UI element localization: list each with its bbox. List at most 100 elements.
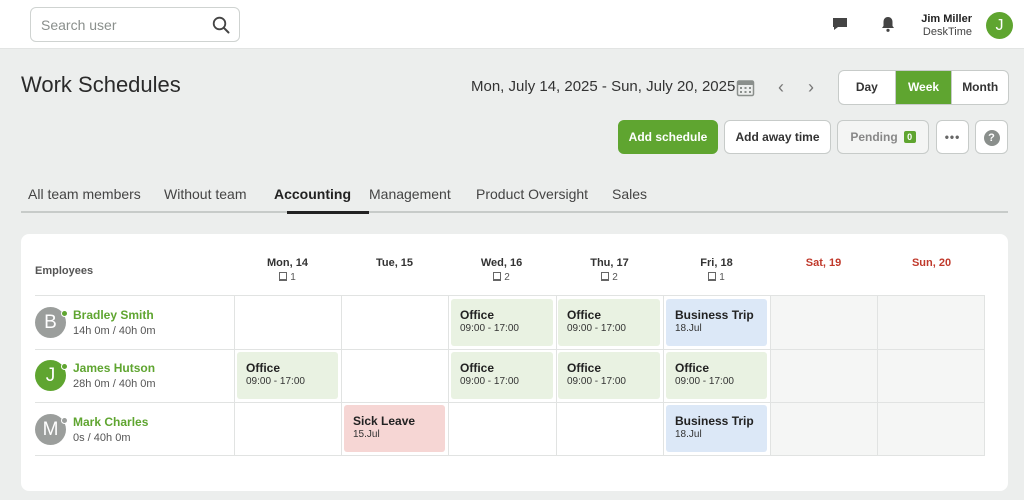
- event-title: Business Trip: [675, 308, 754, 322]
- day-label: Sun, 20: [911, 257, 952, 269]
- event-title: Office: [567, 308, 602, 322]
- active-tab-indicator: [287, 211, 369, 214]
- employee-hours: 0s / 40h 0m: [73, 432, 131, 444]
- add-schedule-button[interactable]: Add schedule: [618, 120, 718, 154]
- add-away-time-button[interactable]: Add away time: [724, 120, 831, 154]
- event-subtitle: 09:00 - 17:00: [567, 323, 626, 334]
- schedule-event[interactable]: Office 09:00 - 17:00: [451, 299, 553, 346]
- avatar[interactable]: J: [986, 12, 1013, 39]
- event-subtitle: 09:00 - 17:00: [675, 376, 734, 387]
- chat-icon[interactable]: [831, 15, 849, 33]
- grid-line: [234, 295, 235, 456]
- event-subtitle: 18.Jul: [675, 323, 702, 334]
- user-company: DeskTime: [922, 26, 972, 38]
- employee-name[interactable]: James Hutson: [73, 361, 156, 375]
- grid-line: [35, 455, 985, 456]
- more-options-button[interactable]: •••: [936, 120, 969, 154]
- event-title: Office: [460, 308, 495, 322]
- top-bar: Search user Jim Miller DeskTime J: [0, 0, 1024, 49]
- day-header: Fri, 18 1: [663, 257, 770, 283]
- user-name: Jim Miller: [921, 13, 972, 25]
- offline-status-dot: [61, 417, 68, 424]
- day-label: Wed, 16: [480, 257, 523, 269]
- event-title: Office: [675, 361, 710, 375]
- day-header: Thu, 17 2: [556, 257, 663, 283]
- bell-icon[interactable]: [879, 15, 897, 33]
- tab-product-oversight[interactable]: Product Oversight: [476, 186, 589, 202]
- tab-accounting[interactable]: Accounting: [274, 186, 351, 202]
- employee-avatar[interactable]: B: [35, 307, 66, 338]
- day-header: Wed, 16 2: [448, 257, 555, 283]
- schedule-event[interactable]: Business Trip 18.Jul: [666, 405, 767, 452]
- employee-avatar[interactable]: M: [35, 414, 66, 445]
- day-label: Sat, 19: [805, 257, 842, 269]
- day-count-value: 1: [290, 272, 296, 283]
- day-header: Sat, 19: [770, 257, 877, 269]
- tab-management[interactable]: Management: [369, 186, 451, 202]
- grid-line: [663, 295, 664, 456]
- day-count-value: 2: [612, 272, 618, 283]
- page-title: Work Schedules: [21, 72, 181, 97]
- employee-name[interactable]: Mark Charles: [73, 415, 149, 429]
- grid-line: [770, 295, 771, 456]
- day-count: 1: [663, 272, 770, 283]
- online-status-dot: [61, 363, 68, 370]
- employee-avatar[interactable]: J: [35, 360, 66, 391]
- building-icon: [601, 272, 610, 281]
- day-count-value: 2: [504, 272, 510, 283]
- schedule-event[interactable]: Office 09:00 - 17:00: [558, 299, 660, 346]
- schedule-event[interactable]: Sick Leave 15.Jul: [344, 405, 445, 452]
- day-label: Thu, 17: [590, 257, 629, 269]
- grid-line: [35, 402, 985, 403]
- calendar-icon[interactable]: [736, 78, 755, 97]
- grid-line: [448, 295, 449, 456]
- day-count-value: 1: [719, 272, 725, 283]
- pending-button[interactable]: Pending 0: [837, 120, 929, 154]
- grid-line: [341, 295, 342, 456]
- event-title: Sick Leave: [353, 414, 416, 428]
- pending-count-badge: 0: [903, 131, 916, 143]
- prev-week-chevron-left-icon[interactable]: ‹: [778, 77, 784, 97]
- day-header: Tue, 15: [341, 257, 448, 269]
- grid-line: [556, 295, 557, 456]
- event-title: Office: [246, 361, 281, 375]
- user-menu[interactable]: Jim Miller DeskTime: [921, 13, 972, 39]
- help-button[interactable]: ?: [975, 120, 1008, 154]
- view-day-button[interactable]: Day: [839, 71, 896, 104]
- day-header: Sun, 20: [878, 257, 985, 269]
- tab-sales[interactable]: Sales: [612, 186, 648, 202]
- date-range: Mon, July 14, 2025 - Sun, July 20, 2025: [471, 78, 736, 95]
- event-subtitle: 18.Jul: [675, 429, 702, 440]
- team-tabs: All team members Without team Accounting…: [21, 176, 1008, 214]
- search-icon[interactable]: [212, 16, 230, 34]
- employee-name[interactable]: Bradley Smith: [73, 308, 154, 322]
- employees-column-header: Employees: [35, 265, 94, 277]
- event-subtitle: 09:00 - 17:00: [246, 376, 305, 387]
- day-label: Fri, 18: [700, 257, 733, 269]
- day-count: 1: [234, 272, 341, 283]
- help-icon: ?: [983, 130, 1000, 146]
- online-status-dot: [61, 310, 68, 317]
- building-icon: [279, 272, 288, 281]
- schedule-event[interactable]: Office 09:00 - 17:00: [451, 352, 553, 399]
- pending-label: Pending: [850, 130, 898, 144]
- event-title: Office: [460, 361, 495, 375]
- schedule-event[interactable]: Office 09:00 - 17:00: [237, 352, 338, 399]
- grid-line: [35, 295, 985, 296]
- search-input[interactable]: Search user: [30, 7, 240, 42]
- schedule-event[interactable]: Business Trip 18.Jul: [666, 299, 767, 346]
- next-week-chevron-right-icon[interactable]: ›: [808, 77, 814, 97]
- schedule-event[interactable]: Office 09:00 - 17:00: [666, 352, 767, 399]
- tab-without-team[interactable]: Without team: [164, 186, 247, 202]
- tab-all-team-members[interactable]: All team members: [28, 186, 141, 202]
- schedule-event[interactable]: Office 09:00 - 17:00: [558, 352, 660, 399]
- event-subtitle: 15.Jul: [353, 429, 380, 440]
- day-count: 2: [448, 272, 555, 283]
- employee-hours: 28h 0m / 40h 0m: [73, 378, 156, 390]
- grid-line: [35, 349, 985, 350]
- view-month-button[interactable]: Month: [962, 80, 999, 94]
- grid-line: [877, 295, 878, 456]
- view-toggle: Day Week Month: [838, 70, 1009, 105]
- view-week-button[interactable]: Week: [895, 71, 953, 104]
- day-header: Mon, 14 1: [234, 257, 341, 283]
